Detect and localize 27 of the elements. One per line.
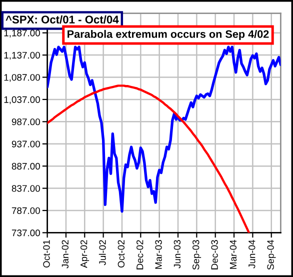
x-tick-label: Sep-04 (267, 240, 276, 270)
x-tick-label: Jan-02 (62, 240, 69, 268)
y-tick-label: 1,037.00 (4, 96, 40, 104)
y-tick-label: 787.00 (12, 207, 40, 214)
x-tick-label: Mar-03 (155, 240, 162, 269)
x-tick-label: Mar-04 (230, 240, 237, 269)
y-tick-label: 837.00 (12, 185, 40, 192)
y-tick-label: 1,187.00 (4, 30, 40, 38)
y-tick-label: 937.00 (12, 140, 40, 148)
y-tick-label: 1,137.00 (4, 52, 40, 60)
x-tick-label: Sep-03 (192, 240, 202, 270)
x-tick-label: Jun-03 (174, 240, 181, 268)
y-tick-label: 987.00 (12, 118, 40, 126)
x-tick-label: Oct-01 (43, 240, 50, 268)
x-tick-label: Apr-02 (80, 240, 90, 268)
x-tick-label: Oct-02 (118, 240, 125, 268)
y-tick-label: 1,087.00 (4, 74, 40, 82)
x-tick-label: Jun-04 (248, 240, 256, 268)
annotation: Parabola extremum occurs on Sep 4/02 (68, 30, 269, 40)
chart-title: ^SPX: Oct/01 - Oct/04 (6, 15, 119, 24)
line-series (47, 46, 281, 213)
y-tick-label: 737.00 (12, 230, 40, 236)
x-tick-label: Dec-02 (136, 240, 144, 270)
x-tick-label: Dec-03 (211, 240, 218, 270)
y-tick-label: 887.00 (12, 162, 40, 170)
x-tick-label: Jul-02 (98, 240, 106, 266)
line-series (47, 84, 250, 233)
